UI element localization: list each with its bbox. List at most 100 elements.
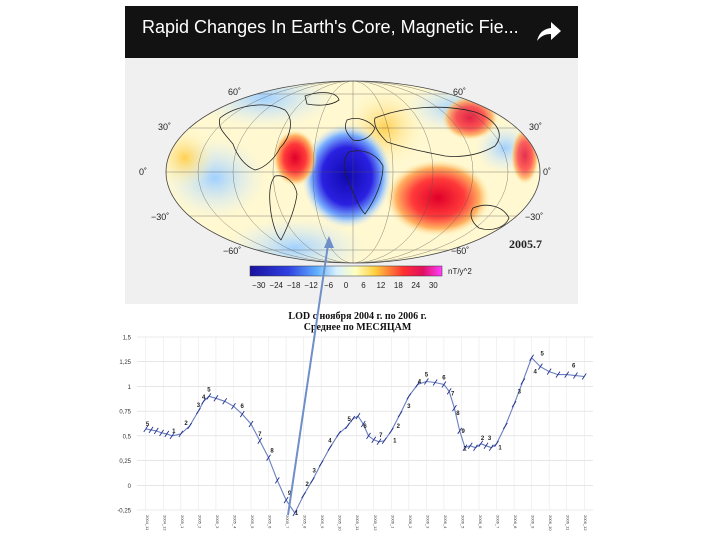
data-point-marker [222, 398, 228, 405]
x-tick-label: 2005_4 [232, 515, 237, 529]
globe-field-colors [166, 81, 540, 263]
data-point-marker [327, 444, 333, 451]
data-point-marker [257, 437, 263, 445]
data-point-marker [178, 430, 184, 438]
data-point-marker [248, 420, 254, 428]
x-tick-label: 2006_11 [566, 515, 571, 531]
data-label: 7 [258, 432, 262, 438]
data-point-marker [462, 444, 468, 451]
data-point-marker [564, 371, 570, 378]
x-tick-label: 2006_1 [390, 515, 395, 529]
data-label: 1 [295, 511, 299, 517]
data-point-marker [360, 420, 366, 428]
lat-label-minus30-left: −30˚ [151, 212, 169, 222]
x-tick-label: 2006_9 [531, 515, 536, 529]
magnetic-field-map: 60˚ 30˚ 0˚ −30˚ −60˚ 60˚ 30˚ 0˚ −30˚ −60… [139, 80, 551, 290]
data-point-marker [452, 404, 457, 412]
data-point-marker [406, 393, 412, 400]
lat-label-30-left: 30˚ [158, 122, 171, 132]
data-label: 6 [442, 375, 446, 381]
data-point-marker [457, 427, 463, 435]
x-tick-label: 2006_8 [513, 515, 518, 529]
colorbar-tick-label: −24 [269, 281, 283, 290]
data-point-marker [555, 371, 561, 378]
data-label: 4 [418, 379, 422, 385]
data-label: 1 [393, 439, 397, 445]
data-label: 2 [481, 436, 485, 442]
x-tick-label: 2005_10 [338, 515, 343, 531]
data-point-marker [196, 407, 201, 415]
x-tick-label: 2005_1 [180, 515, 185, 529]
data-point-marker [483, 442, 489, 449]
data-point-marker [573, 372, 578, 379]
data-label: 1 [498, 446, 502, 452]
colorbar [249, 265, 443, 277]
x-tick-label: 2005_3 [215, 515, 220, 529]
data-point-marker [538, 363, 543, 370]
data-point-marker [441, 381, 447, 388]
colorbar-unit: nT/y^2 [448, 267, 472, 276]
data-label: 5 [207, 387, 211, 393]
data-point-marker [494, 440, 499, 448]
colorbar-tick-label: −30 [252, 281, 266, 290]
data-point-marker [213, 395, 219, 402]
data-label: 2 [184, 421, 188, 427]
share-arrow-icon[interactable] [536, 20, 562, 44]
data-point-marker [473, 444, 478, 451]
y-tick-label: 1,5 [123, 336, 132, 342]
data-label: 3 [518, 389, 522, 395]
x-tick-label: 2006_10 [548, 515, 553, 531]
video-title[interactable]: Rapid Changes In Earth's Core, Magnetic … [142, 17, 519, 37]
data-label: 5 [348, 417, 352, 423]
data-point-marker [467, 442, 473, 449]
data-point-marker [266, 454, 271, 461]
data-point-marker [397, 410, 403, 418]
colorbar-tick-label: −18 [287, 281, 301, 290]
lod-series-line [145, 356, 585, 515]
magnetic-field-map-panel: 60˚ 30˚ 0˚ −30˚ −60˚ 60˚ 30˚ 0˚ −30˚ −60… [125, 58, 578, 304]
data-point-marker [366, 432, 371, 440]
data-point-marker [345, 422, 350, 430]
data-point-marker [143, 425, 149, 433]
data-point-marker [355, 412, 361, 420]
y-tick-label: 1,25 [119, 360, 131, 366]
data-point-marker [529, 354, 534, 362]
year-label: 2005.7 [509, 237, 542, 251]
data-label: 7 [379, 433, 383, 439]
data-label: 8 [456, 411, 460, 417]
y-tick-label: 0,75 [119, 410, 131, 416]
data-label: 2 [397, 424, 401, 430]
data-label: 6 [241, 404, 245, 410]
video-title-bar[interactable]: Rapid Changes In Earth's Core, Magnetic … [125, 6, 578, 58]
data-label: 5 [146, 422, 150, 428]
x-tick-label: 2006_4 [443, 515, 448, 529]
lat-label-60-left: 60˚ [228, 87, 241, 97]
x-tick-label: 2004_12 [162, 515, 167, 531]
data-label: 1 [172, 429, 176, 435]
data-point-marker [581, 373, 587, 380]
data-point-marker [520, 378, 526, 385]
data-label: 4 [202, 395, 206, 401]
data-label: 3 [488, 436, 492, 442]
data-point-marker [350, 415, 356, 423]
lod-line-chart: 1,5 1,25 1 0,75 0,5 0,25 0 -0,25 2004_11 2004_12 2… [117, 336, 593, 531]
data-label: 6 [572, 364, 576, 370]
data-point-marker [511, 400, 517, 408]
data-label: 3 [407, 404, 411, 410]
data-point-marker [424, 378, 429, 385]
colorbar-tick-label: 12 [376, 281, 385, 290]
x-tick-label: 2004_11 [145, 515, 150, 531]
x-tick-label: 2005_5 [250, 515, 255, 529]
data-point-marker [502, 422, 508, 430]
data-point-marker [446, 388, 452, 395]
y-tick-label: 1 [128, 385, 132, 391]
data-label: 4 [533, 370, 537, 376]
x-tick-label: 2005_2 [197, 515, 202, 529]
data-label: 5 [540, 352, 544, 358]
lat-label-0-left: 0˚ [139, 167, 147, 177]
chart-title-line1: LOD с ноября 2004 г. по 2006 г. [288, 311, 427, 322]
x-tick-label: 2005_6 [268, 515, 273, 529]
data-label: 9 [288, 491, 292, 497]
data-point-marker [310, 477, 315, 484]
data-point-marker [381, 437, 387, 445]
